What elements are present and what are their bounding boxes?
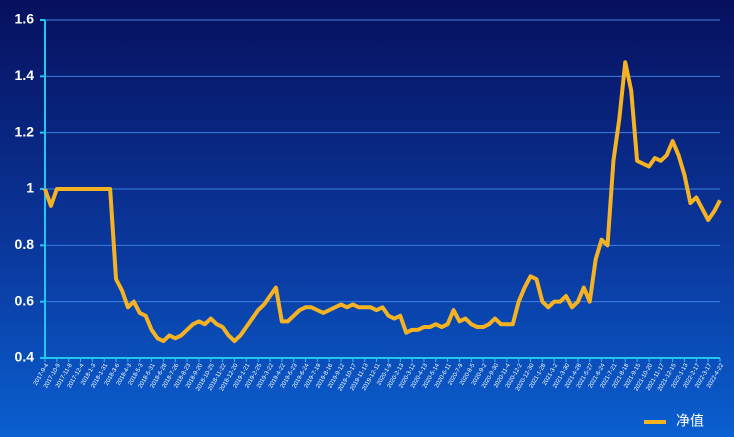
y-tick-label: 1.2 [15, 123, 35, 139]
y-tick-label: 0.6 [15, 292, 35, 308]
y-tick-label: 1.4 [15, 67, 35, 83]
y-tick-label: 1.6 [15, 11, 35, 27]
legend-label: 净值 [676, 413, 704, 429]
y-tick-label: 0.4 [15, 349, 35, 365]
y-tick-label: 0.8 [15, 236, 35, 252]
data-line [43, 60, 722, 344]
y-tick-label: 1 [26, 180, 34, 196]
